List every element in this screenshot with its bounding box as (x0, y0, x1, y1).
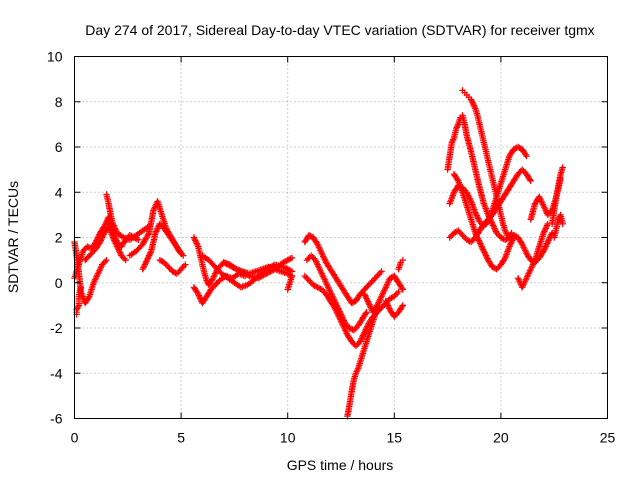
data-point-markers (361, 272, 406, 316)
series-arc12 (220, 254, 296, 282)
data-point-markers (446, 166, 534, 246)
data-point-markers (284, 272, 296, 293)
series-arc28 (548, 164, 566, 228)
y-tick-label: 0 (55, 275, 63, 291)
series-arc18 (361, 272, 406, 316)
x-axis-label: GPS time / hours (287, 457, 394, 473)
x-tick-label: 0 (71, 430, 79, 446)
chart-title: Day 274 of 2017, Sidereal Day-to-day VTE… (85, 22, 594, 38)
data-point-markers (548, 164, 566, 228)
data-point-markers (220, 254, 296, 282)
data-point-markers (551, 211, 566, 241)
axis-ticks: 0 5 10 15 20 25 -6 -4 -2 0 2 4 6 8 10 (47, 49, 616, 446)
data-point-markers (303, 252, 370, 334)
data-points (71, 87, 566, 420)
data-point-markers (444, 112, 556, 266)
series-arc13 (284, 272, 296, 293)
series-arc7 (139, 220, 185, 273)
x-tick-label: 25 (600, 430, 616, 446)
series-arc3 (73, 284, 85, 318)
series-arc5 (103, 191, 153, 243)
series-arc16 (303, 252, 370, 334)
y-tick-label: 10 (47, 49, 63, 65)
data-point-markers (344, 304, 381, 420)
y-tick-label: 8 (55, 94, 63, 110)
x-tick-label: 5 (177, 430, 185, 446)
y-tick-label: 6 (55, 139, 63, 155)
y-tick-label: 4 (55, 184, 63, 200)
series-arc9 (190, 234, 296, 289)
data-point-markers (103, 191, 153, 243)
series-arc4 (82, 223, 129, 264)
data-point-markers (450, 170, 517, 273)
series-arc29 (551, 211, 566, 241)
data-point-markers (139, 220, 185, 273)
data-point-markers (395, 256, 406, 273)
y-tick-label: -4 (50, 365, 63, 381)
series-arc19 (382, 297, 406, 320)
data-point-markers (73, 284, 85, 318)
y-tick-label: 2 (55, 230, 63, 246)
series-arc26 (514, 220, 551, 291)
y-tick-label: -2 (50, 320, 63, 336)
series-arc20 (395, 256, 406, 273)
data-point-markers (156, 256, 189, 277)
y-axis-label: SDTVAR / TECUs (5, 181, 21, 293)
series-arc25 (450, 170, 517, 273)
series-arc14 (301, 232, 385, 307)
data-point-markers (199, 252, 296, 291)
series-arc21 (444, 112, 556, 266)
data-point-markers (514, 220, 551, 291)
series-arc24 (446, 166, 534, 246)
x-tick-label: 20 (493, 430, 509, 446)
series-arc17 (344, 304, 381, 420)
x-tick-label: 15 (387, 430, 403, 446)
data-point-markers (382, 297, 406, 320)
y-tick-label: -6 (50, 411, 63, 427)
series-arc8 (156, 256, 189, 277)
series-arc11 (199, 252, 296, 291)
x-tick-label: 10 (280, 430, 296, 446)
data-point-markers (190, 234, 296, 289)
data-point-markers (301, 232, 385, 307)
data-point-markers (82, 223, 129, 264)
